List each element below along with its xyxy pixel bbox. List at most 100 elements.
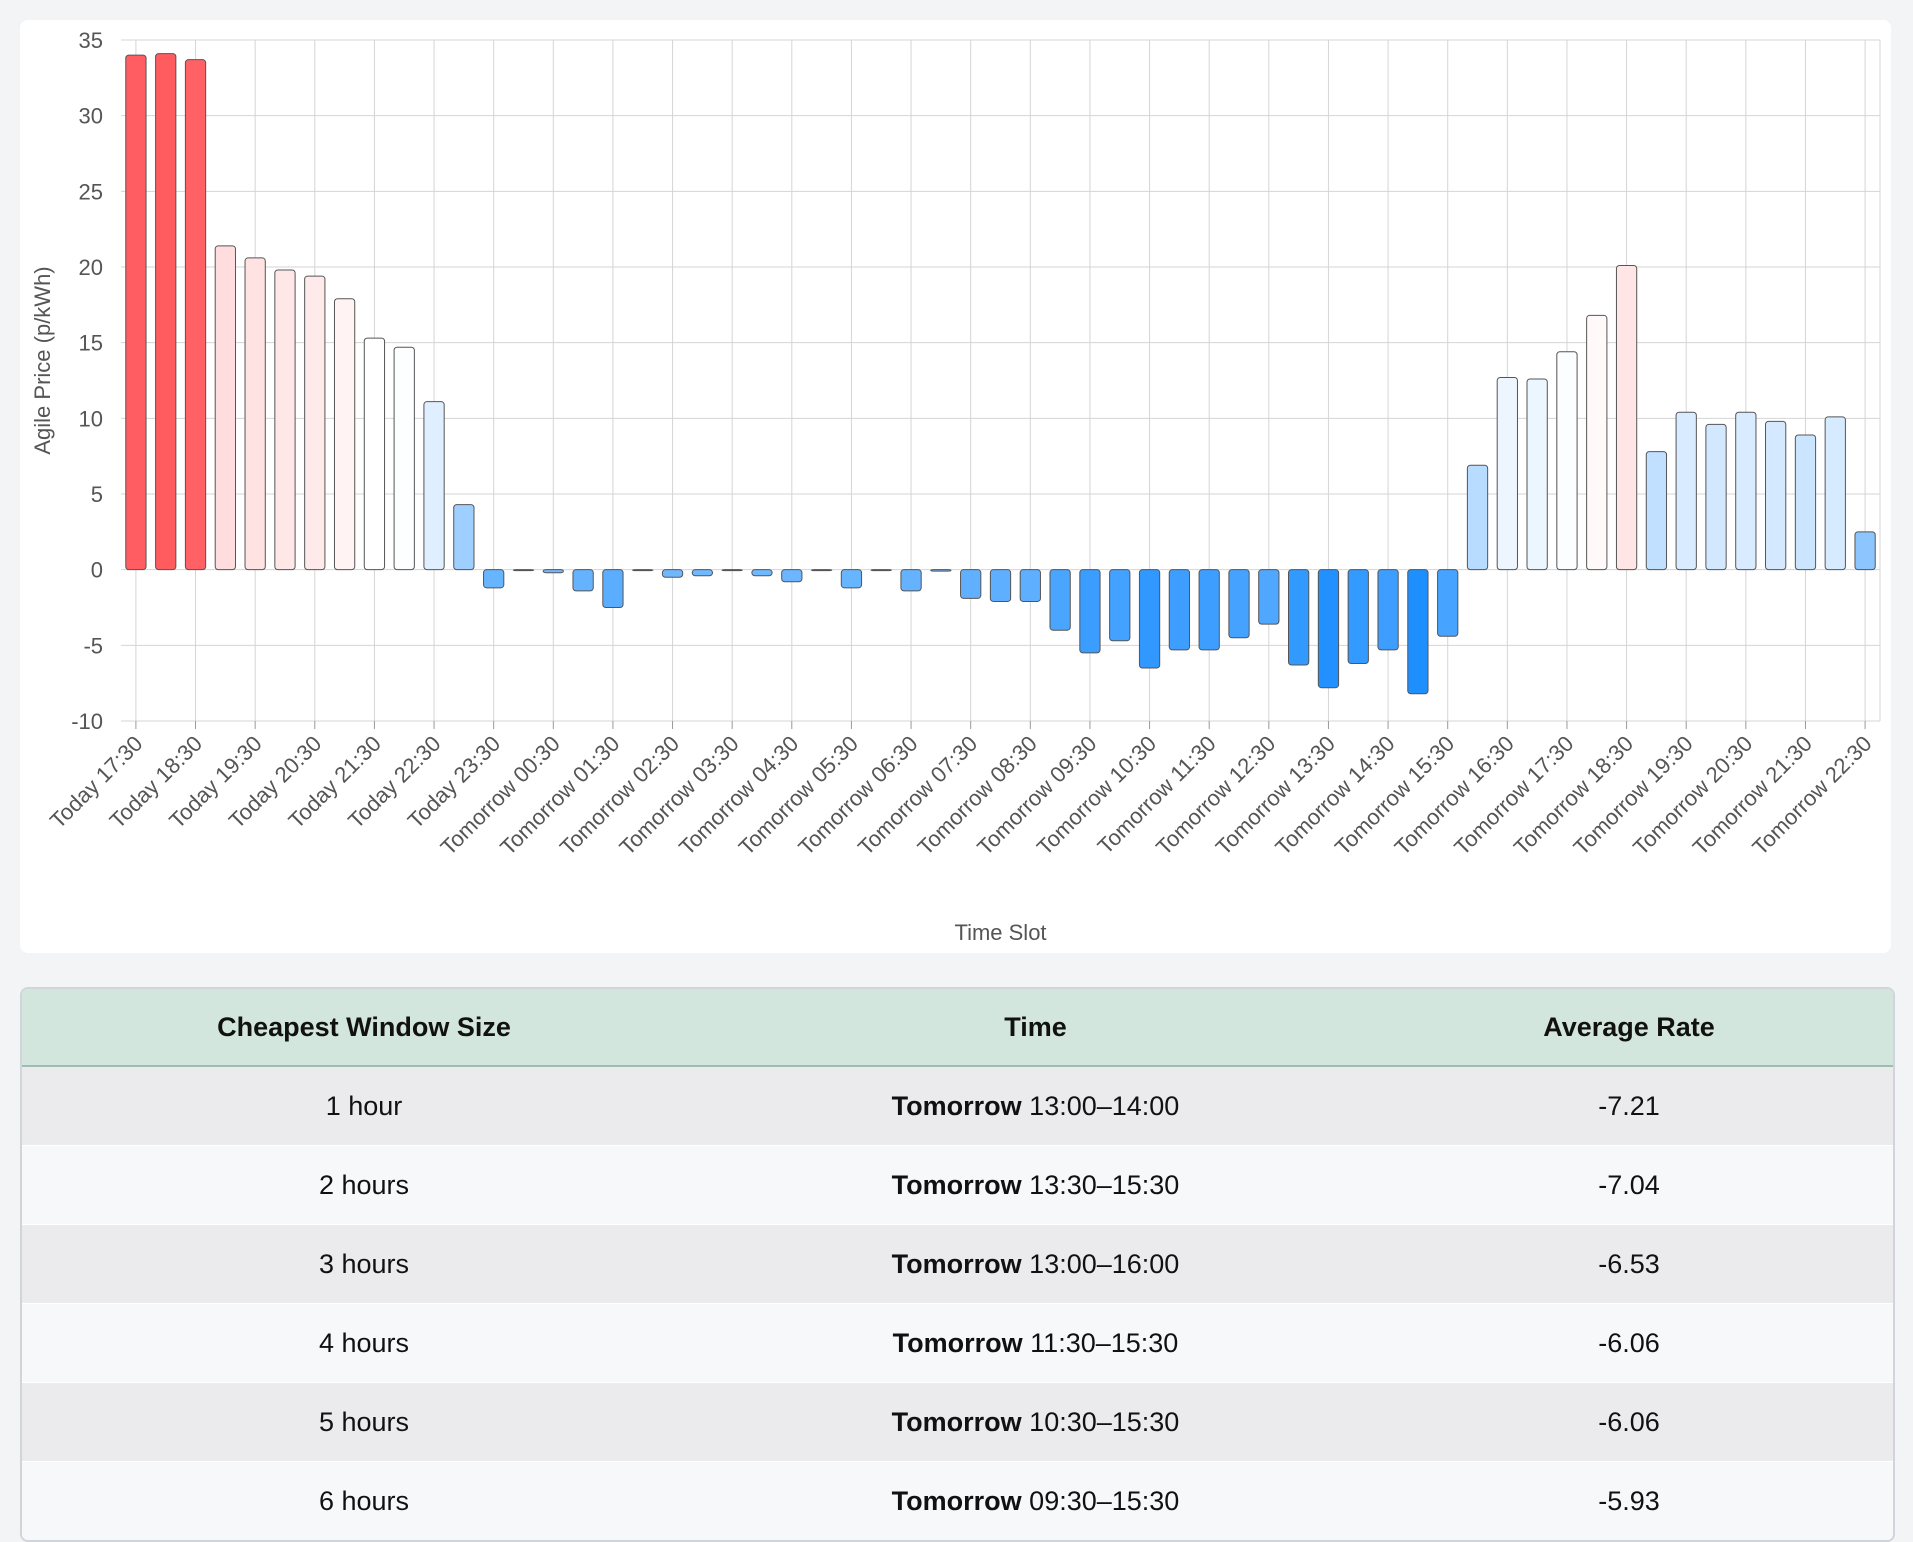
bar <box>989 569 1012 602</box>
window-size-cell: 4 hours <box>22 1303 706 1383</box>
average-rate-cell: -7.21 <box>1365 1065 1893 1146</box>
time-range: 13:00–16:00 <box>1029 1248 1180 1279</box>
time-cell: Tomorrow 10:30–15:30 <box>706 1382 1365 1462</box>
average-rate-cell: -6.06 <box>1365 1382 1893 1462</box>
bar <box>1407 569 1429 695</box>
table-row: 6 hours Tomorrow 09:30–15:30 -5.93 <box>22 1461 1893 1540</box>
cheapest-windows-table-card: Cheapest Window Size Time Average Rate 1… <box>20 987 1895 1542</box>
bar <box>1675 411 1697 571</box>
y-tick-label: 25 <box>79 179 103 204</box>
time-cell: Tomorrow 13:00–14:00 <box>706 1065 1365 1146</box>
bar <box>1198 569 1220 651</box>
bar <box>333 298 356 571</box>
time-day: Tomorrow <box>891 1090 1022 1121</box>
bar <box>1466 464 1489 571</box>
y-tick-label: 0 <box>91 558 103 583</box>
bar <box>1794 434 1817 571</box>
bar <box>1496 376 1518 571</box>
window-size-cell: 2 hours <box>22 1145 706 1225</box>
table-row: 4 hours Tomorrow 11:30–15:30 -6.06 <box>22 1303 1893 1383</box>
bar <box>1049 569 1071 631</box>
bar <box>1615 264 1638 571</box>
average-rate-cell: -6.53 <box>1365 1224 1893 1304</box>
bar <box>453 504 475 571</box>
average-rate-cell: -6.06 <box>1365 1303 1893 1383</box>
bar <box>274 269 296 571</box>
bar <box>1586 314 1608 571</box>
bar <box>363 337 386 571</box>
bar <box>1854 531 1876 571</box>
cheapest-windows-table: Cheapest Window Size Time Average Rate 1… <box>22 989 1893 1540</box>
bar <box>721 569 743 572</box>
price-chart: 35 30 25 20 15 10 5 0 -5 -10 Today 17:30 Today 18:3… <box>20 20 1891 953</box>
bar <box>1228 569 1250 639</box>
y-axis-title: Agile Price (p/kWh) <box>30 266 55 454</box>
table-row: 2 hours Tomorrow 13:30–15:30 -7.04 <box>22 1145 1893 1225</box>
bar <box>1735 411 1757 571</box>
time-range: 10:30–15:30 <box>1029 1406 1180 1437</box>
bar <box>1437 569 1459 637</box>
average-rate-cell: -5.93 <box>1365 1461 1893 1540</box>
window-size-cell: 1 hour <box>22 1065 706 1146</box>
header-time: Time <box>706 989 1365 1067</box>
bar <box>1526 378 1548 571</box>
time-cell: Tomorrow 13:00–16:00 <box>706 1224 1365 1304</box>
bar <box>1287 569 1310 666</box>
time-range: 13:00–14:00 <box>1029 1090 1180 1121</box>
bar <box>1645 451 1668 571</box>
bar <box>184 59 207 571</box>
table-header-row: Cheapest Window Size Time Average Rate <box>22 989 1893 1067</box>
bar <box>304 275 326 571</box>
window-size-cell: 5 hours <box>22 1382 706 1462</box>
bar <box>423 401 445 571</box>
time-day: Tomorrow <box>892 1327 1023 1358</box>
y-tick-label: 15 <box>79 331 103 356</box>
bar <box>1705 423 1727 571</box>
header-average-rate: Average Rate <box>1365 989 1893 1067</box>
bar <box>393 346 415 571</box>
y-tick-label: 10 <box>79 406 103 431</box>
time-day: Tomorrow <box>891 1485 1022 1516</box>
bar <box>810 569 833 572</box>
bar <box>1168 569 1191 651</box>
time-range: 09:30–15:30 <box>1029 1485 1180 1516</box>
bar <box>155 53 177 571</box>
bar <box>960 569 982 599</box>
time-cell: Tomorrow 09:30–15:30 <box>706 1461 1365 1540</box>
bar <box>1019 569 1041 602</box>
bar <box>244 257 266 571</box>
bar <box>840 569 863 589</box>
window-size-cell: 3 hours <box>22 1224 706 1304</box>
bar <box>632 569 654 572</box>
bar <box>1079 569 1101 654</box>
bar <box>691 569 714 577</box>
bar <box>1765 420 1787 571</box>
bar <box>900 569 922 592</box>
bar <box>751 569 773 577</box>
y-tick-label: 30 <box>79 104 103 129</box>
bar <box>1138 569 1161 669</box>
time-cell: Tomorrow 13:30–15:30 <box>706 1145 1365 1225</box>
y-tick-label: -10 <box>71 709 103 734</box>
time-day: Tomorrow <box>891 1169 1022 1200</box>
time-range: 13:30–15:30 <box>1029 1169 1180 1200</box>
bar <box>1377 569 1399 651</box>
bar <box>930 569 952 572</box>
bar <box>870 569 892 572</box>
y-tick-label: 35 <box>79 28 103 53</box>
bar <box>125 54 147 571</box>
bar <box>661 569 684 578</box>
bar <box>214 245 236 571</box>
bar <box>512 569 535 572</box>
bar <box>1824 416 1846 571</box>
bar <box>572 569 594 592</box>
bar <box>1109 569 1131 642</box>
time-range: 11:30–15:30 <box>1030 1327 1179 1358</box>
bar <box>542 569 564 574</box>
bar <box>1556 351 1578 571</box>
bar <box>781 569 803 583</box>
y-tick-label: 20 <box>79 255 103 280</box>
time-cell: Tomorrow 11:30–15:30 <box>706 1303 1365 1383</box>
y-tick-label: 5 <box>91 482 103 507</box>
